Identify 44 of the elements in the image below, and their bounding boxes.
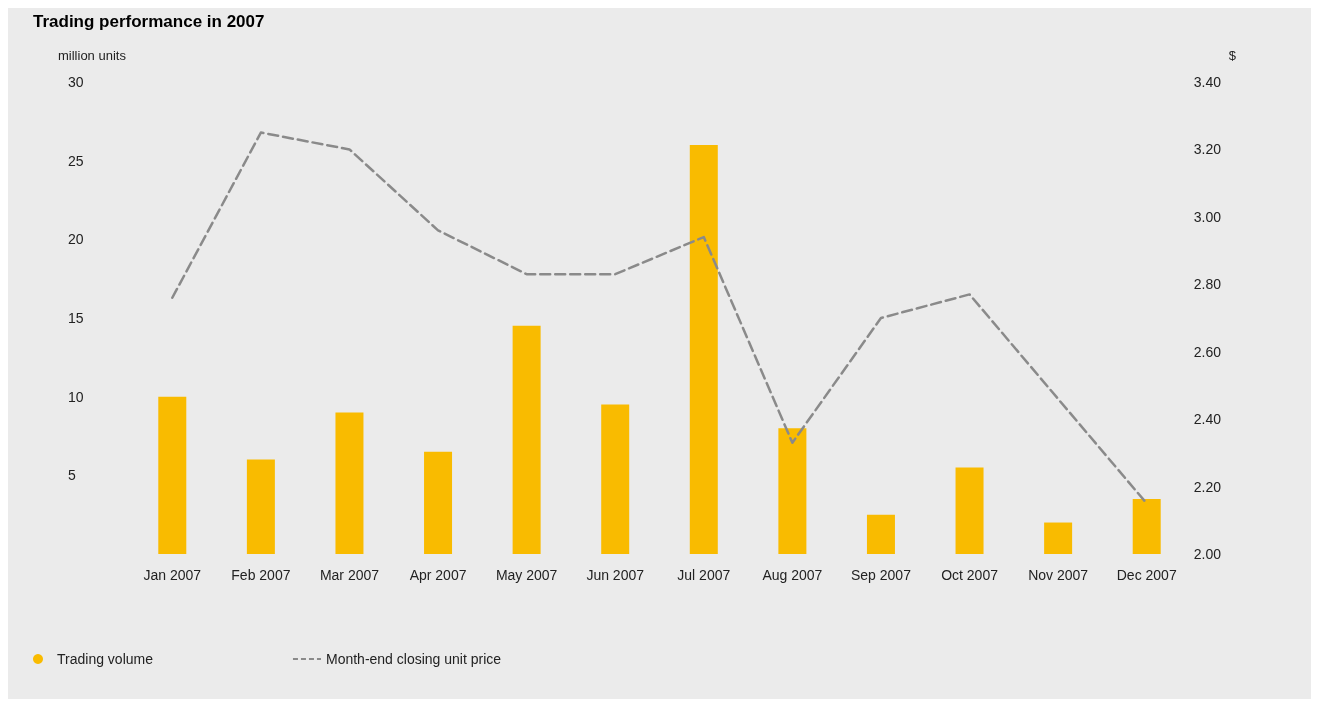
bar bbox=[601, 404, 630, 554]
bar bbox=[1044, 522, 1073, 554]
bar bbox=[689, 144, 718, 554]
y2-tick-label: 3.00 bbox=[1193, 208, 1222, 225]
bar bbox=[1132, 498, 1161, 554]
y-tick-label: 25 bbox=[68, 152, 84, 169]
legend-label: Trading volume bbox=[57, 651, 154, 667]
legend-label: Month-end closing unit price bbox=[325, 651, 502, 667]
y2-tick-label: 2.40 bbox=[1193, 411, 1222, 428]
y2-tick-label: 2.20 bbox=[1193, 478, 1222, 495]
x-tick-label: Apr 2007 bbox=[409, 567, 467, 583]
x-tick-label: Aug 2007 bbox=[762, 567, 823, 583]
y2-tick-label: 2.00 bbox=[1193, 546, 1222, 562]
x-tick-label: Oct 2007 bbox=[941, 567, 999, 583]
bar bbox=[158, 396, 187, 554]
y-tick-label: 30 bbox=[68, 74, 84, 90]
y2-tick-label: 3.20 bbox=[1193, 141, 1222, 158]
x-tick-label: Sep 2007 bbox=[850, 567, 912, 583]
bar bbox=[512, 325, 541, 554]
y2-tick-label: 2.80 bbox=[1193, 276, 1222, 293]
x-tick-label: Nov 2007 bbox=[1028, 567, 1089, 583]
x-tick-label: Feb 2007 bbox=[231, 567, 291, 583]
y-tick-label: 15 bbox=[68, 310, 84, 326]
y2-tick-label: 2.60 bbox=[1193, 343, 1222, 360]
x-tick-label: Mar 2007 bbox=[319, 567, 380, 583]
chart-title: Trading performance in 2007 bbox=[33, 12, 265, 31]
bar bbox=[246, 459, 275, 554]
x-tick-label: Jul 2007 bbox=[677, 567, 731, 583]
bar bbox=[778, 428, 807, 554]
bar bbox=[955, 467, 984, 554]
line-series bbox=[171, 131, 1148, 505]
bar bbox=[424, 451, 453, 554]
x-tick-label: May 2007 bbox=[495, 567, 558, 583]
y-axis-title: million units bbox=[58, 48, 127, 63]
x-tick-label: Dec 2007 bbox=[1116, 567, 1177, 583]
y2-axis-title: $ bbox=[1228, 48, 1237, 63]
y-tick-label: 5 bbox=[68, 467, 76, 484]
x-tick-label: Jun 2007 bbox=[586, 567, 645, 583]
y-tick-label: 10 bbox=[68, 388, 84, 405]
x-tick-label: Jan 2007 bbox=[143, 567, 202, 583]
bar bbox=[335, 412, 364, 554]
y-tick-label: 20 bbox=[68, 231, 84, 248]
y2-tick-label: 3.40 bbox=[1193, 74, 1222, 90]
bar bbox=[866, 514, 895, 554]
